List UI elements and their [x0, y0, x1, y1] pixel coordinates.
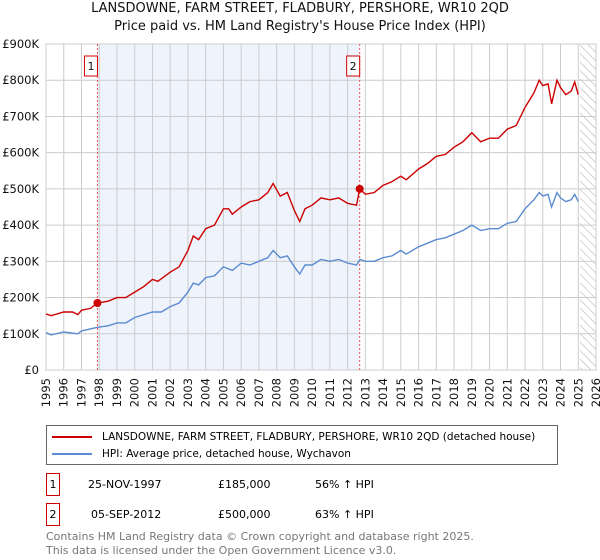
- y-tick-label: £300K: [2, 254, 39, 268]
- x-tick-label: 2007: [252, 378, 266, 407]
- transaction-date: 25-NOV-1997: [88, 477, 162, 491]
- transaction-row: 1 25-NOV-1997 £185,000 56% ↑ HPI: [46, 473, 374, 496]
- x-tick-label: 2000: [128, 378, 142, 407]
- x-tick-label: 2019: [465, 378, 479, 407]
- x-tick-label: 2003: [181, 378, 195, 407]
- x-tick-label: 1996: [57, 378, 71, 407]
- x-tick-label: 2017: [429, 378, 443, 407]
- x-tick-label: 2010: [305, 378, 319, 407]
- x-tick-label: 1997: [74, 378, 88, 407]
- legend-property: LANSDOWNE, FARM STREET, FLADBURY, PERSHO…: [102, 430, 536, 443]
- sale-label: 2: [350, 60, 357, 73]
- y-tick-label: £500K: [2, 182, 39, 196]
- forecast-hatch: [580, 44, 596, 370]
- y-tick-label: £800K: [2, 73, 39, 87]
- y-tick-label: £700K: [2, 109, 39, 123]
- x-tick-label: 2016: [412, 378, 426, 407]
- y-tick-label: £0: [24, 363, 39, 377]
- sale-label-box: [346, 55, 361, 77]
- x-tick-label: 2005: [216, 378, 230, 407]
- x-tick-label: 2025: [571, 378, 585, 407]
- property-price-line: [45, 78, 579, 317]
- sale-label-box: [83, 55, 98, 77]
- y-tick-label: £400K: [2, 218, 39, 232]
- x-tick-label: 1995: [39, 378, 53, 407]
- x-tick-label: 2018: [447, 378, 461, 407]
- sale-point: [93, 298, 102, 307]
- plot-border: [45, 43, 597, 371]
- transaction-date: 05-SEP-2012: [91, 507, 162, 521]
- transaction-price: £185,000: [218, 477, 271, 491]
- chart-title: LANSDOWNE, FARM STREET, FLADBURY, PERSHO…: [91, 1, 509, 16]
- x-tick-label: 2026: [589, 378, 600, 407]
- x-tick-label: 2009: [287, 378, 301, 407]
- hpi-line: [45, 190, 579, 336]
- footer-copyright: Contains HM Land Registry data © Crown c…: [46, 530, 474, 543]
- sale-label: 1: [87, 60, 94, 73]
- y-tick-label: £900K: [2, 37, 39, 51]
- legend-blue-line: [52, 452, 92, 455]
- x-tick-label: 2012: [341, 378, 355, 407]
- x-tick-label: 2008: [270, 378, 284, 407]
- x-tick-label: 2014: [376, 378, 390, 407]
- x-tick-label: 2001: [145, 378, 159, 407]
- transaction-badge: 2: [46, 503, 60, 526]
- footer: Contains HM Land Registry data © Crown c…: [46, 530, 474, 558]
- y-tick-label: £600K: [2, 146, 39, 160]
- x-tick-label: 2021: [500, 378, 514, 407]
- x-tick-label: 2024: [554, 378, 568, 407]
- transaction-row: 2 05-SEP-2012 £500,000 63% ↑ HPI: [46, 503, 374, 526]
- legend-red-line: [52, 435, 92, 438]
- chart-subtitle: Price paid vs. HM Land Registry's House …: [114, 19, 486, 34]
- x-tick-label: 2020: [483, 378, 497, 407]
- x-tick-label: 2006: [234, 378, 248, 407]
- transaction-badge: 1: [46, 473, 60, 496]
- x-tick-label: 1999: [110, 378, 124, 407]
- x-tick-label: 2004: [199, 378, 213, 407]
- legend: LANSDOWNE, FARM STREET, FLADBURY, PERSHO…: [46, 425, 558, 465]
- shaded-period: [97, 44, 360, 370]
- x-tick-label: 2022: [518, 378, 532, 407]
- x-tick-label: 2013: [358, 378, 372, 407]
- transaction-price: £500,000: [218, 507, 271, 521]
- sale-point: [355, 184, 364, 193]
- x-tick-label: 1998: [92, 378, 106, 407]
- transaction-hpi: 56% ↑ HPI: [315, 477, 374, 491]
- x-tick-label: 2015: [394, 378, 408, 407]
- x-tick-label: 2023: [536, 378, 550, 407]
- transaction-hpi: 63% ↑ HPI: [315, 507, 374, 521]
- plot-area: 1995 1996 1997 1998 1999 2000 2001 2002 2003 2004…: [2, 37, 600, 407]
- y-tick-label: £100K: [2, 327, 39, 341]
- x-tick-label: 2002: [163, 378, 177, 407]
- footer-licence: This data is licensed under the Open Gov…: [46, 544, 397, 557]
- y-tick-label: £200K: [2, 291, 39, 305]
- x-tick-label: 2011: [323, 378, 337, 407]
- legend-hpi: HPI: Average price, detached house, Wych…: [102, 447, 351, 460]
